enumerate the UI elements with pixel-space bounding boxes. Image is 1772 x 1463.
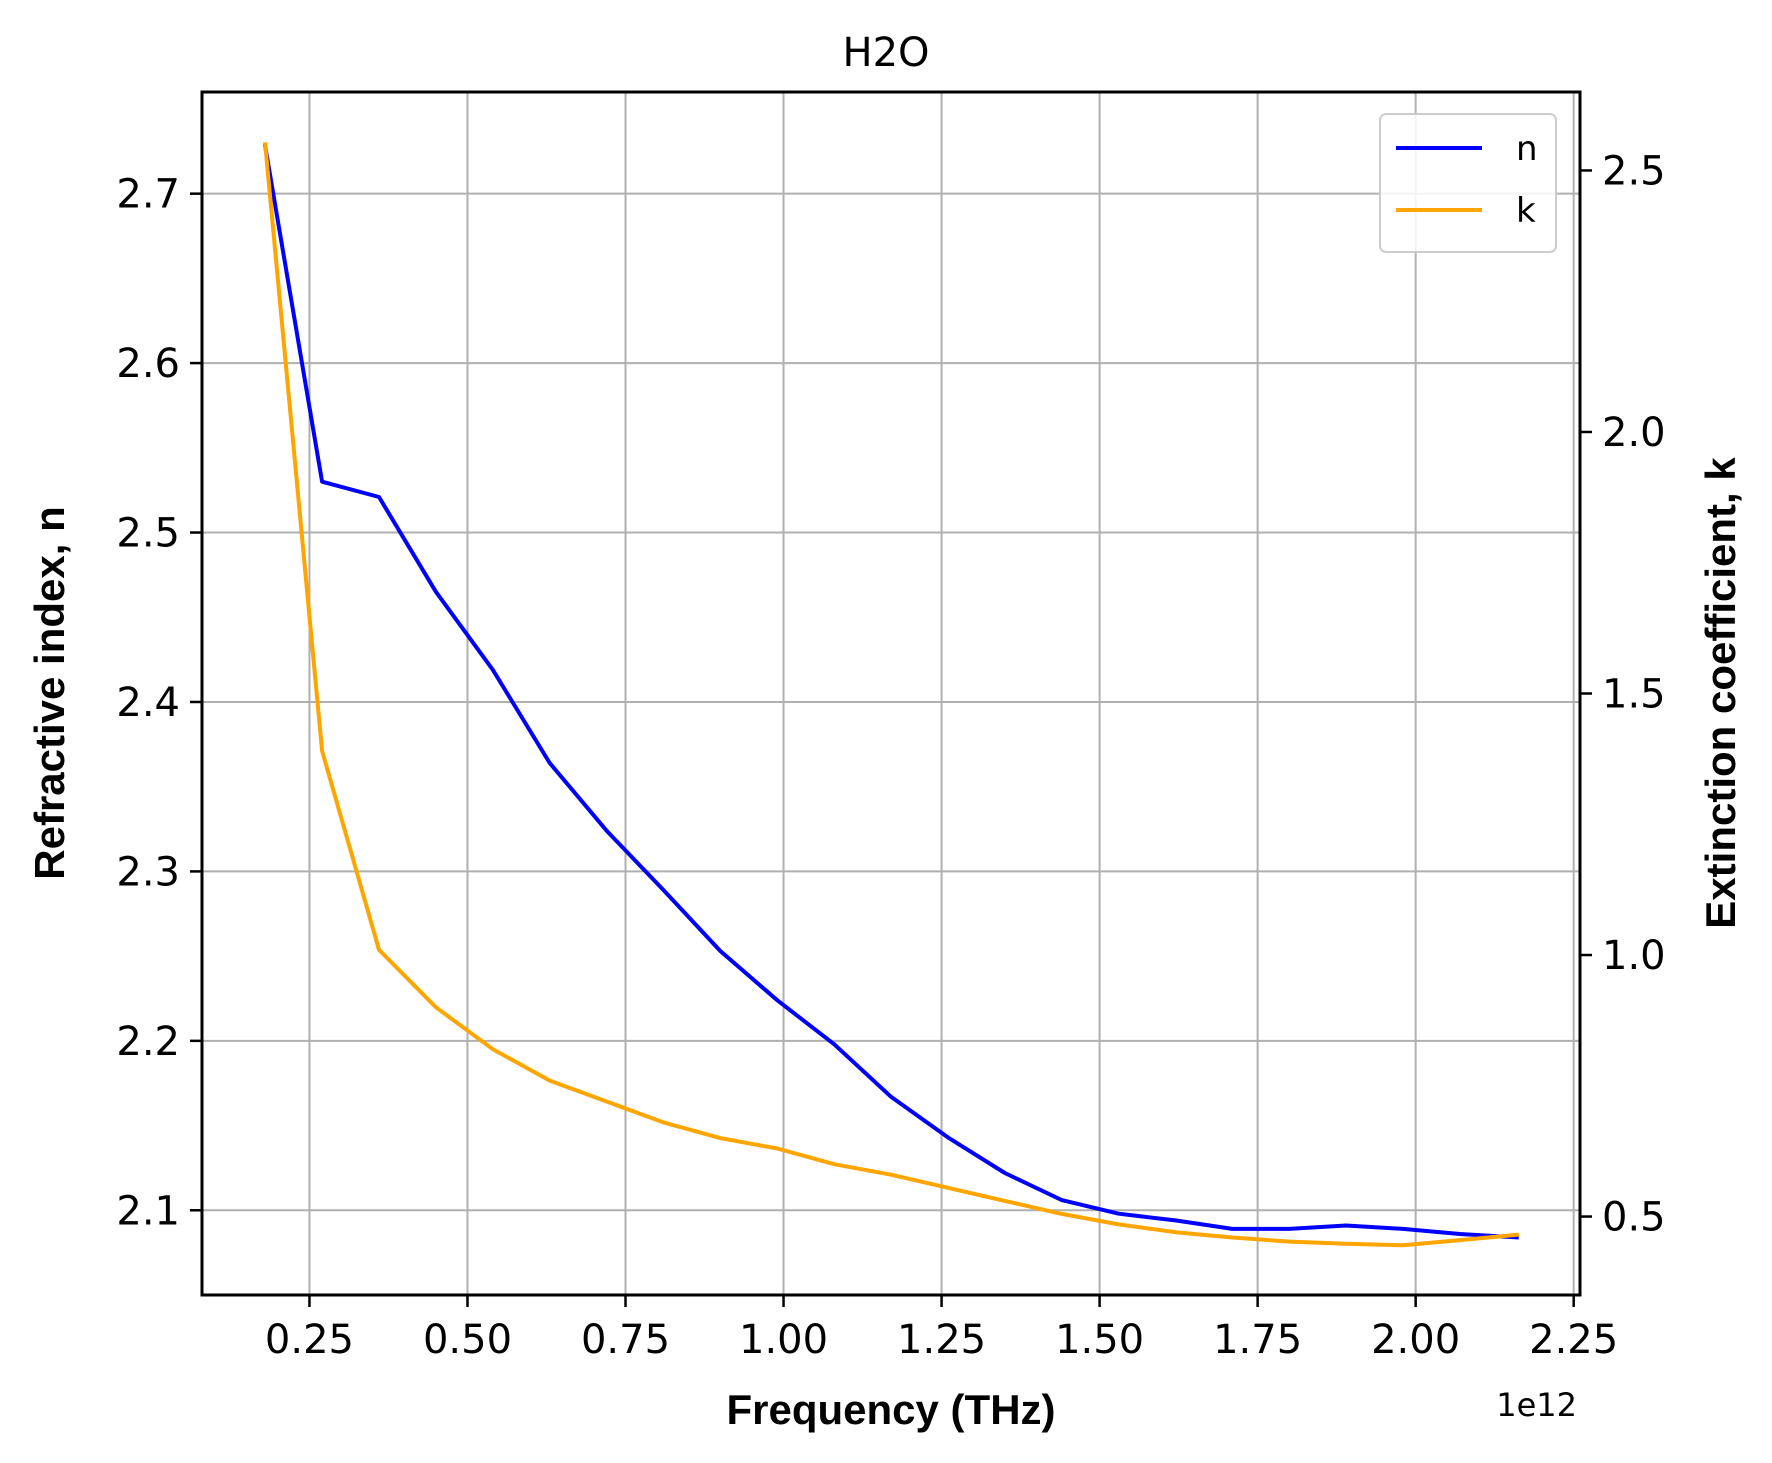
y-tick-label: 2.5 bbox=[116, 511, 180, 557]
x-tick-label: 1.00 bbox=[739, 1317, 828, 1363]
series-lines bbox=[262, 142, 1519, 1248]
y-tick-label: 2.3 bbox=[116, 849, 180, 895]
y-tick-label: 2.7 bbox=[116, 172, 180, 218]
x-tick-label: 0.50 bbox=[423, 1317, 512, 1363]
x-tick-label: 1.75 bbox=[1213, 1317, 1302, 1363]
y-tick-label: 2.1 bbox=[116, 1188, 180, 1234]
y-axis-label: Refractive index, n bbox=[26, 506, 73, 879]
grid-lines bbox=[202, 92, 1580, 1295]
legend: n k bbox=[1379, 113, 1557, 253]
series-line-k bbox=[263, 142, 1519, 1248]
x-axis-ticks: 0.25 0.50 0.75 1.00 1.25 1.50 1.75 2.00 2.25 bbox=[265, 1295, 1618, 1363]
y2-axis-ticks: 0.5 1.0 1.5 2.0 2.5 bbox=[1580, 148, 1666, 1241]
y2-axis-label: Extinction coefficient, k bbox=[1697, 457, 1744, 929]
y-tick-label: 2.2 bbox=[116, 1019, 180, 1065]
y2-tick-label: 1.0 bbox=[1602, 933, 1666, 979]
x-axis-offset-label: 1e12 bbox=[1496, 1386, 1577, 1424]
chart-title: H2O bbox=[842, 30, 929, 76]
y-tick-label: 2.6 bbox=[116, 341, 180, 387]
x-tick-label: 2.25 bbox=[1529, 1317, 1618, 1363]
y2-tick-label: 2.0 bbox=[1602, 410, 1666, 456]
x-tick-label: 0.75 bbox=[581, 1317, 670, 1363]
y2-tick-label: 2.5 bbox=[1602, 148, 1666, 194]
x-tick-label: 1.25 bbox=[897, 1317, 986, 1363]
x-tick-label: 2.00 bbox=[1371, 1317, 1460, 1363]
series-line-n bbox=[262, 143, 1519, 1240]
legend-label-n: n bbox=[1516, 129, 1538, 169]
y-axis-ticks: 2.1 2.2 2.3 2.4 2.5 2.6 2.7 bbox=[116, 172, 202, 1234]
x-axis-label: Frequency (THz) bbox=[726, 1386, 1055, 1433]
y2-tick-label: 0.5 bbox=[1602, 1195, 1666, 1241]
legend-label-k: k bbox=[1516, 191, 1536, 231]
y-tick-label: 2.4 bbox=[116, 680, 180, 726]
x-tick-label: 1.50 bbox=[1055, 1317, 1144, 1363]
y2-tick-label: 1.5 bbox=[1602, 672, 1666, 718]
x-tick-label: 0.25 bbox=[265, 1317, 354, 1363]
